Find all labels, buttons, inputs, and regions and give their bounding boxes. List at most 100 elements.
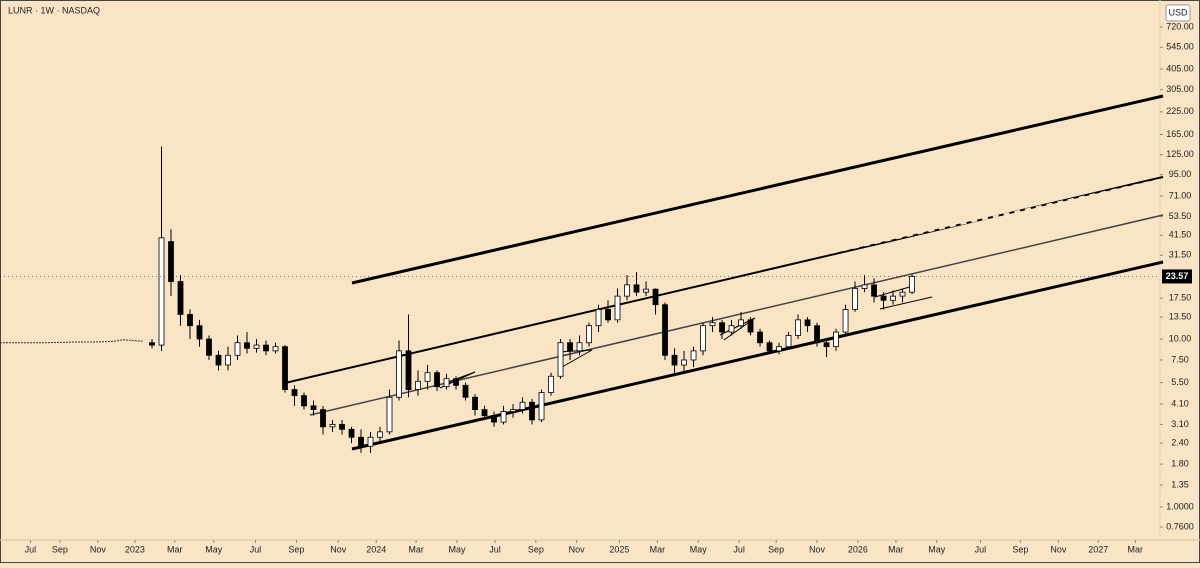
candle-body	[557, 342, 564, 377]
y-tick-label: 225.00	[1166, 106, 1194, 116]
x-tick-label: 2023	[125, 544, 145, 554]
candle-body	[339, 424, 345, 430]
candle-body	[386, 396, 393, 433]
pattern	[557, 349, 593, 368]
x-tick-label: Sep	[1012, 544, 1028, 554]
x-tick-label: 2026	[848, 544, 868, 554]
y-tick-label: 10.00	[1169, 333, 1192, 343]
trend-line	[351, 94, 1164, 285]
candle	[633, 272, 640, 297]
candle	[234, 335, 241, 360]
candle-body	[225, 354, 231, 366]
candle-body	[291, 389, 298, 397]
candle-body	[890, 295, 896, 301]
candle	[624, 275, 630, 301]
candle	[405, 314, 412, 398]
last-price-box	[1162, 269, 1192, 284]
x-tick-label: Nov	[90, 544, 107, 554]
candle-body	[462, 384, 469, 398]
candle	[700, 322, 706, 356]
candle	[291, 385, 298, 406]
candle	[386, 389, 393, 435]
candle	[158, 146, 165, 351]
x-tick-label: Sep	[528, 544, 544, 554]
y-tick-label: 1.80	[1171, 458, 1189, 468]
candle-body	[709, 322, 716, 327]
candle	[709, 317, 716, 333]
candle	[491, 411, 497, 427]
x-tick-label: Jul	[975, 544, 987, 554]
candle	[538, 389, 545, 423]
candle	[424, 365, 431, 390]
candle	[177, 275, 184, 326]
candle	[719, 319, 725, 339]
candle-body	[158, 237, 165, 346]
candle-body	[871, 284, 877, 297]
y-tick-label: 3.10	[1171, 419, 1189, 429]
candle-body	[595, 309, 602, 327]
candle-body	[500, 411, 507, 423]
candle	[415, 370, 421, 396]
candle-body	[700, 325, 706, 352]
candle-body	[329, 424, 336, 428]
candle-body	[785, 335, 792, 348]
candle-body	[272, 346, 279, 352]
candle-body	[690, 350, 697, 361]
candle	[481, 405, 488, 420]
candle	[168, 229, 174, 297]
y-tick-label: 71.00	[1169, 190, 1192, 200]
candle	[367, 431, 374, 453]
candle-body	[757, 331, 763, 344]
candle	[690, 346, 697, 368]
candle	[548, 372, 554, 396]
candle-body	[719, 322, 725, 333]
candle-body	[453, 378, 459, 386]
currency[interactable]: USD	[1168, 7, 1188, 17]
y-tick-label: 165.00	[1166, 129, 1194, 139]
x-tick-label: Sep	[768, 544, 784, 554]
currency-box[interactable]	[1165, 4, 1191, 22]
candle-body	[282, 346, 288, 390]
candle-body	[861, 284, 868, 289]
candle-body	[652, 288, 659, 306]
candle	[396, 340, 402, 401]
candle	[253, 338, 260, 353]
candle	[244, 332, 250, 354]
x-tick-label: Sep	[288, 544, 304, 554]
candle-body	[206, 338, 212, 356]
candle-body	[481, 409, 488, 416]
candle-body	[576, 342, 583, 352]
y-tick-label: 720.00	[1166, 21, 1194, 31]
candle	[909, 274, 915, 295]
x-tick-label: Nov	[330, 544, 347, 554]
x-tick-label: May	[205, 544, 223, 554]
candle-body	[605, 309, 611, 321]
candle-body	[443, 378, 450, 388]
y-tick-label: 95.00	[1169, 169, 1192, 179]
x-tick-label: May	[928, 544, 946, 554]
candle-body	[538, 392, 545, 421]
candle	[358, 429, 364, 453]
candle	[225, 346, 231, 371]
candle	[443, 373, 450, 390]
candle-body	[766, 342, 773, 352]
y-tick-label: 1.35	[1171, 479, 1189, 489]
candle-body	[244, 342, 250, 349]
trend-line-dash	[659, 178, 1164, 292]
candle-body	[529, 401, 535, 421]
candle	[890, 290, 896, 305]
candle-body	[472, 396, 478, 410]
candle	[747, 317, 754, 336]
candle-body	[852, 288, 858, 310]
candle	[576, 335, 583, 356]
candle	[766, 340, 773, 354]
candle-body	[491, 415, 497, 423]
trend-line	[874, 285, 914, 298]
x-tick-label: May	[690, 544, 708, 554]
candle	[196, 319, 203, 347]
y-tick-label: 5.50	[1171, 377, 1189, 387]
candle-body	[880, 295, 887, 301]
candle	[795, 314, 801, 339]
candle-body	[348, 428, 355, 438]
